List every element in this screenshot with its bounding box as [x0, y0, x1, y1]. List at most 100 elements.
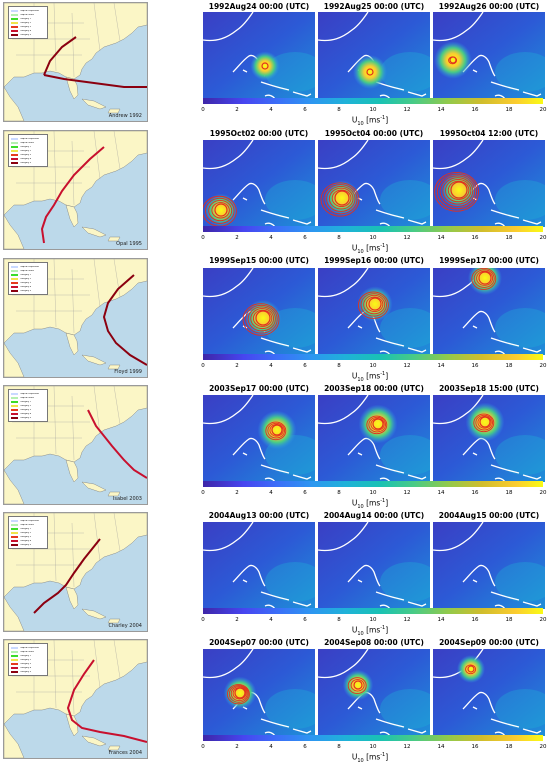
- legend-label: Tropical Depression: [20, 519, 40, 522]
- track-map-legend: Tropical Depression Tropical Storm Categor…: [8, 6, 48, 39]
- wind-speed-contour: [434, 171, 480, 212]
- legend-item: Category 4: [11, 285, 45, 288]
- colorbar-tick-labels: 0 2 4 6 8 10 12 14 16 18 20: [201, 235, 546, 245]
- cyclone-wind-maximum: [342, 669, 374, 701]
- colorbar-tick: 10: [369, 235, 377, 241]
- wind-speed-contour: [476, 270, 494, 286]
- wind-speed-contour: [250, 308, 275, 330]
- legend-label: Category 3: [20, 153, 32, 156]
- colorbar-tick: 18: [505, 363, 513, 369]
- colorbar-tick: 4: [269, 744, 273, 750]
- legend-swatch: [11, 13, 18, 16]
- colorbar-tick: 4: [269, 107, 273, 113]
- legend-swatch: [11, 539, 18, 542]
- colorbar-axis-label: U10 [ms-1]: [351, 752, 389, 764]
- colorbar-tick: 6: [303, 744, 307, 750]
- legend-swatch: [11, 289, 18, 292]
- legend-label: Category 5: [20, 161, 32, 164]
- hurricane-track-line: [43, 36, 147, 88]
- colorbar-tick: 12: [403, 107, 411, 113]
- legend-swatch: [11, 543, 18, 546]
- colorbar-tick-labels: 0 2 4 6 8 10 12 14 16 18 20: [201, 490, 546, 500]
- legend-swatch: [11, 161, 18, 164]
- legend-item: Category 1: [11, 400, 45, 403]
- legend-label: Category 3: [20, 535, 32, 538]
- colorbar-tick: 10: [369, 363, 377, 369]
- wind-speed-contour: [347, 677, 367, 694]
- legend-label: Category 4: [20, 539, 32, 542]
- colorbar-tick: 2: [235, 363, 239, 369]
- wind-speed-contour: [247, 306, 276, 332]
- hurricane-track-line: [33, 538, 101, 614]
- wind-field-panel: [318, 522, 430, 609]
- legend-label: Category 2: [20, 149, 32, 152]
- legend-item: Category 3: [11, 281, 45, 284]
- legend-item: Category 5: [11, 416, 45, 419]
- storm-name-label: Andrew 1992: [108, 113, 142, 119]
- panel-timestamp-title: 1995Oct04 00:00 (UTC): [324, 129, 424, 138]
- wind-speed-contour: [439, 175, 476, 207]
- legend-swatch: [11, 9, 18, 12]
- legend-swatch: [11, 650, 18, 653]
- storm-track-map: Tropical Depression Tropical Storm Categor…: [3, 512, 148, 632]
- track-map-legend: Tropical Depression Tropical Storm Categor…: [8, 516, 48, 549]
- colorbar-tick: 20: [539, 235, 547, 241]
- panel-timestamp-title: 1995Oct04 12:00 (UTC): [439, 129, 539, 138]
- legend-item: Category 4: [11, 412, 45, 415]
- colorbar-tick: 12: [403, 744, 411, 750]
- legend-item: Category 5: [11, 161, 45, 164]
- wind-field-panel: [203, 268, 315, 355]
- colorbar-tick: 16: [471, 363, 479, 369]
- legend-label: Category 3: [20, 662, 32, 665]
- panel-timestamp-title: 2004Sep07 00:00 (UTC): [209, 638, 309, 647]
- legend-label: Category 4: [20, 412, 32, 415]
- cyclone-eye-contour: [255, 310, 271, 326]
- legend-label: Category 4: [20, 157, 32, 160]
- legend-label: Tropical Storm: [20, 396, 35, 399]
- legend-item: Category 4: [11, 539, 45, 542]
- legend-item: Tropical Storm: [11, 141, 45, 144]
- track-map-legend: Tropical Depression Tropical Storm Categor…: [8, 643, 48, 676]
- colorbar-tick: 6: [303, 490, 307, 496]
- panel-timestamp-title: 1999Sep17 00:00 (UTC): [439, 256, 539, 265]
- cyclone-eye-contour: [450, 181, 468, 199]
- cyclone-eye-contour: [353, 680, 363, 690]
- panel-timestamp-title: 1992Aug24 00:00 (UTC): [208, 2, 310, 11]
- wind-speed-contour: [267, 422, 285, 439]
- track-map-legend: Tropical Depression Tropical Storm Categor…: [8, 262, 48, 295]
- colorbar-tick: 2: [235, 235, 239, 241]
- colorbar-tick-labels: 0 2 4 6 8 10 12 14 16 18 20: [201, 744, 546, 754]
- hurricane-track-line: [87, 409, 147, 479]
- legend-label: Tropical Storm: [20, 141, 35, 144]
- colorbar-tick: 18: [505, 490, 513, 496]
- colorbar-tick: 16: [471, 744, 479, 750]
- legend-label: Category 5: [20, 33, 32, 36]
- legend-swatch: [11, 670, 18, 673]
- cyclone-wind-maximum: [250, 51, 280, 81]
- colorbar-axis-label: U10 [ms-1]: [351, 115, 389, 127]
- colorbar-tick: 2: [235, 617, 239, 623]
- colorbar-tick: 8: [337, 107, 341, 113]
- colorbar-tick: 16: [471, 490, 479, 496]
- legend-swatch: [11, 281, 18, 284]
- cyclone-eye-contour: [271, 424, 283, 436]
- colorbar-tick: 12: [403, 617, 411, 623]
- legend-label: Tropical Depression: [20, 9, 40, 12]
- colorbar-tick: 2: [235, 490, 239, 496]
- legend-swatch: [11, 153, 18, 156]
- wind-speed-contour: [331, 189, 352, 208]
- wind-speed-contour: [363, 294, 386, 315]
- legend-item: Tropical Depression: [11, 646, 45, 649]
- colorbar-tick: 6: [303, 617, 307, 623]
- hurricane-track-line: [66, 659, 147, 743]
- legend-swatch: [11, 33, 18, 36]
- storm-track-map: Tropical Depression Tropical Storm Categor…: [3, 2, 148, 122]
- legend-swatch: [11, 654, 18, 657]
- legend-swatch: [11, 141, 18, 144]
- legend-item: Tropical Storm: [11, 523, 45, 526]
- legend-label: Category 2: [20, 21, 32, 24]
- legend-swatch: [11, 149, 18, 152]
- legend-swatch: [11, 157, 18, 160]
- wind-speed-contour: [320, 182, 360, 217]
- colorbar-tick: 8: [337, 617, 341, 623]
